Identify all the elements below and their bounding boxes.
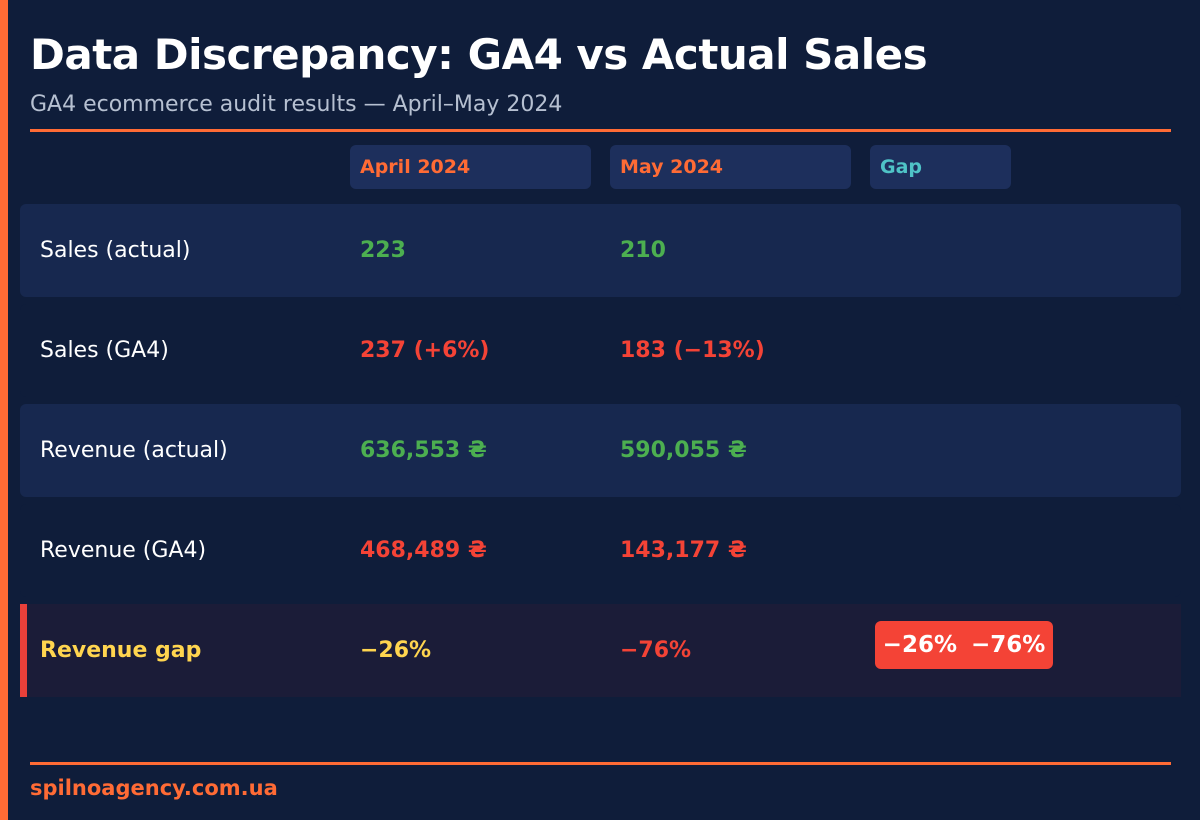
footer-divider — [30, 762, 1171, 765]
april-value: 223 — [360, 238, 406, 263]
row-label: Sales (actual) — [40, 238, 191, 263]
row-label: Revenue gap — [40, 638, 202, 663]
april-value: −26% — [360, 638, 432, 663]
gap-badge-april: −26% — [882, 632, 957, 658]
row-label: Sales (GA4) — [40, 338, 169, 363]
table-row-revenue-gap: Revenue gap −26% −76% −26% −76% — [20, 604, 1181, 697]
column-header-april: April 2024 — [350, 145, 591, 189]
gap-badge: −26% −76% — [875, 621, 1053, 669]
footer-link[interactable]: spilnoagency.com.ua — [30, 776, 278, 800]
may-value: 143,177 ₴ — [620, 538, 747, 563]
may-value: −76% — [620, 638, 692, 663]
accent-bar — [0, 0, 8, 820]
table-row-sales-actual: Sales (actual) 223 210 — [20, 204, 1181, 297]
header-divider — [30, 129, 1171, 132]
row-label: Revenue (actual) — [40, 438, 228, 463]
column-header-gap: Gap — [870, 145, 1011, 189]
table-row-sales-ga4: Sales (GA4) 237 (+6%) 183 (−13%) — [20, 304, 1181, 397]
row-label: Revenue (GA4) — [40, 538, 207, 563]
april-value: 237 (+6%) — [360, 338, 490, 363]
column-header-may: May 2024 — [610, 145, 851, 189]
may-value: 590,055 ₴ — [620, 438, 747, 463]
page-subtitle: GA4 ecommerce audit results — April–May … — [30, 92, 563, 117]
may-value: 210 — [620, 238, 666, 263]
table-row-revenue-actual: Revenue (actual) 636,553 ₴ 590,055 ₴ — [20, 404, 1181, 497]
april-value: 636,553 ₴ — [360, 438, 487, 463]
table-row-revenue-ga4: Revenue (GA4) 468,489 ₴ 143,177 ₴ — [20, 504, 1181, 597]
page-title: Data Discrepancy: GA4 vs Actual Sales — [30, 30, 928, 79]
gap-badge-may: −76% — [971, 632, 1046, 658]
april-value: 468,489 ₴ — [360, 538, 487, 563]
may-value: 183 (−13%) — [620, 338, 765, 363]
